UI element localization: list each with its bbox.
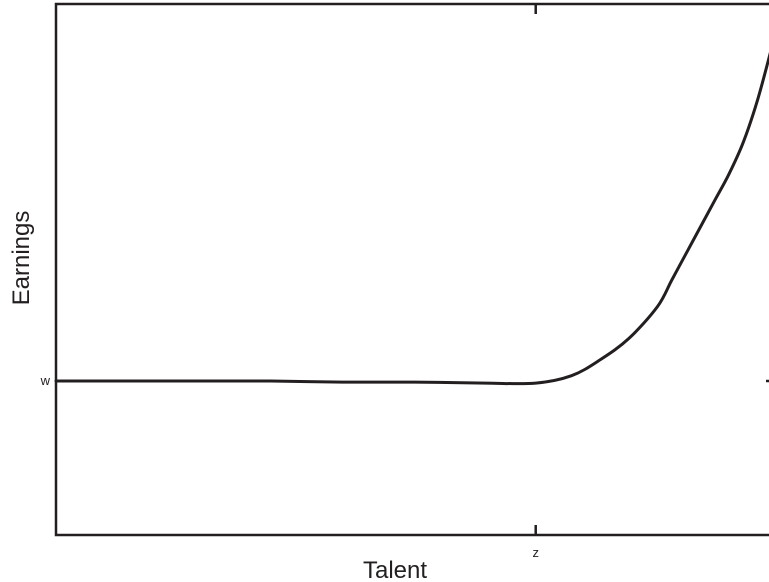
curves: [54, 51, 769, 386]
plot-border: [54, 2, 769, 537]
earnings-curve: [54, 51, 769, 386]
y-axis-label: Earnings: [8, 211, 35, 306]
plot-frame: [54, 2, 769, 537]
ticks: zw: [40, 4, 769, 560]
y-tick-label: w: [40, 373, 51, 388]
x-tick-label: z: [532, 545, 539, 560]
x-axis-label: Talent: [363, 557, 427, 582]
